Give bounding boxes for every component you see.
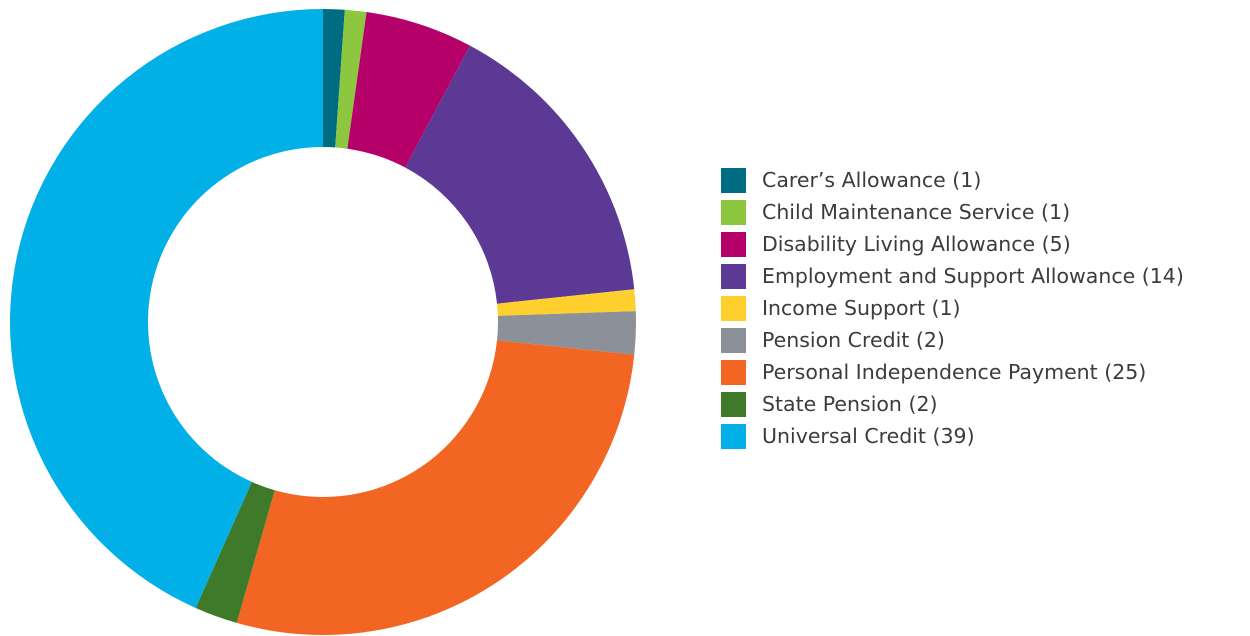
donut-slice-1: [335, 9, 367, 149]
legend-item: State Pension (2): [721, 388, 1184, 420]
donut-slice-6: [236, 340, 635, 635]
legend-item: Child Maintenance Service (1): [721, 196, 1184, 228]
legend-label: Personal Independence Payment (25): [762, 359, 1147, 384]
legend-swatch: [721, 423, 746, 449]
legend-label: Disability Living Allowance (5): [762, 231, 1071, 256]
legend-label: Pension Credit (2): [762, 327, 945, 352]
legend-label: State Pension (2): [762, 391, 938, 416]
legend-item: Universal Credit (39): [721, 420, 1184, 452]
legend-item: Income Support (1): [721, 292, 1184, 324]
legend-item: Disability Living Allowance (5): [721, 228, 1184, 260]
legend-label: Child Maintenance Service (1): [762, 199, 1071, 224]
legend-swatch: [721, 263, 746, 289]
legend-swatch: [721, 295, 746, 321]
legend-item: Employment and Support Allowance (14): [721, 260, 1184, 292]
donut-slice-5: [497, 311, 636, 355]
donut-slice-3: [405, 45, 635, 304]
legend-swatch: [721, 327, 746, 353]
donut-slice-2: [347, 12, 470, 168]
legend-label: Income Support (1): [762, 295, 961, 320]
legend-swatch: [721, 359, 746, 385]
legend-swatch: [721, 167, 746, 193]
donut-slice-8: [10, 9, 324, 608]
legend-swatch: [721, 231, 746, 257]
legend-item: Pension Credit (2): [721, 324, 1184, 356]
donut-chart: [10, 9, 636, 635]
donut-slice-4: [497, 289, 636, 316]
legend-swatch: [721, 199, 746, 225]
legend-swatch: [721, 391, 746, 417]
chart-legend: Carer’s Allowance (1) Child Maintenance S…: [721, 164, 1184, 452]
legend-label: Carer’s Allowance (1): [762, 167, 982, 192]
legend-label: Universal Credit (39): [762, 423, 975, 448]
donut-slice-7: [195, 481, 275, 623]
legend-label: Employment and Support Allowance (14): [762, 263, 1184, 288]
donut-slice-0: [323, 9, 345, 148]
legend-item: Carer’s Allowance (1): [721, 164, 1184, 196]
legend-item: Personal Independence Payment (25): [721, 356, 1184, 388]
